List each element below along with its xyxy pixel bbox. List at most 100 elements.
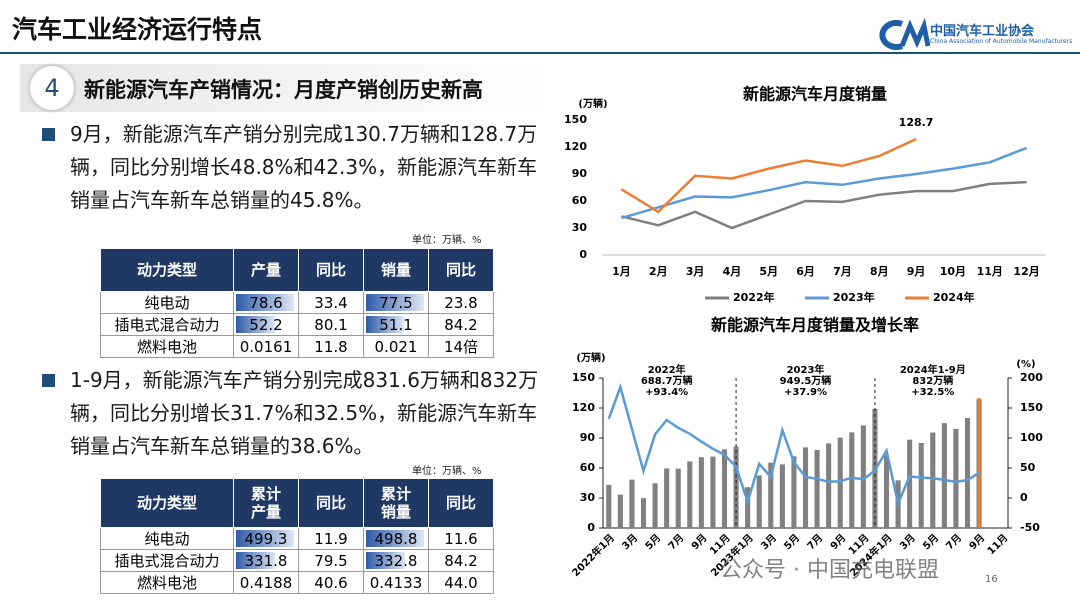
cell-text: 40.6 <box>314 573 348 592</box>
x-tick-label: 2022年1月 <box>569 531 617 579</box>
table-row: 纯电动 78.6 33.4 77.5 23.8 <box>100 291 494 314</box>
series-line <box>620 138 917 214</box>
data-bar <box>236 530 294 547</box>
header-cell: 动力类型 <box>100 248 234 292</box>
cell-text: 79.5 <box>314 551 348 570</box>
y-tick-label: 0 <box>579 248 587 261</box>
x-tick-label: 4月 <box>723 265 742 278</box>
cell-text: 23.8 <box>444 293 478 312</box>
header-row: 动力类型 产量 同比 销量 同比 <box>100 248 494 292</box>
chart-title: 新能源汽车月度销量及增长率 <box>711 316 919 335</box>
x-tick-label: 5月 <box>643 532 663 552</box>
cell-text: 燃料电池 <box>136 338 197 356</box>
bar <box>791 456 797 528</box>
x-tick-label: 9月 <box>689 532 709 552</box>
cell-text: 84.2 <box>444 551 478 570</box>
y2-tick-label: 150 <box>1020 401 1043 414</box>
x-tick-label: 5月 <box>759 265 778 278</box>
table-row: 燃料电池 0.0161 11.8 0.021 14倍 <box>100 335 494 358</box>
cell-text: 80.1 <box>314 315 348 334</box>
table-cell: 499.3 <box>233 527 299 550</box>
y-axis-label: (万辆) <box>578 97 607 110</box>
cell-text: 11.6 <box>444 529 478 548</box>
table-cell: 44.0 <box>428 571 494 594</box>
bar <box>953 428 959 528</box>
x-tick-label: 7月 <box>833 265 852 278</box>
paragraph: 1-9月，新能源汽车产销分别完成831.6万辆和832万辆，同比分别增长31.7… <box>42 364 542 463</box>
paragraph: 9月，新能源汽车产销分别完成130.7万辆和128.7万辆，同比分别增长48.8… <box>42 118 542 217</box>
x-tick-label: 9月 <box>828 532 848 552</box>
table-wrap: 动力类型 累计 产量 同比 累计 销量 同比 纯电动 499.3 11.9 498.8 11.6 插… <box>100 478 494 594</box>
bar <box>698 457 704 528</box>
x-tick-label: 5月 <box>782 532 802 552</box>
cell-text: 51.1 <box>379 315 413 334</box>
y2-tick-label: 200 <box>1020 371 1043 384</box>
x-tick-label: 6月 <box>796 265 815 278</box>
y-tick-label: 120 <box>572 401 595 414</box>
cell-text: 52.2 <box>249 315 283 334</box>
y-tick-label: 30 <box>580 491 596 504</box>
y-tick-label: 90 <box>580 431 596 444</box>
bar <box>640 498 647 528</box>
bar <box>606 484 612 528</box>
cell-text: 0.021 <box>374 337 418 356</box>
header-cell: 同比 <box>428 248 494 292</box>
annotation: 2023年 <box>787 363 825 376</box>
bar <box>779 464 785 528</box>
series-line <box>621 146 1028 220</box>
bar <box>814 450 820 528</box>
cell-text: 纯电动 <box>144 530 190 548</box>
cell-text: 332.8 <box>374 551 418 570</box>
section-band <box>20 64 550 112</box>
cell-text: 44.0 <box>444 573 478 592</box>
header-cell: 动力类型 <box>100 478 234 528</box>
y-tick-label: 150 <box>572 371 595 384</box>
bar <box>941 423 947 528</box>
table-cell: 燃料电池 <box>100 335 234 358</box>
x-tick-label: 9月 <box>967 532 987 552</box>
table-cell: 0.4133 <box>363 571 429 594</box>
annotation: 2024年1-9月 <box>900 363 966 376</box>
cell-text: 77.5 <box>379 293 413 312</box>
x-tick-label: 9月 <box>907 265 926 278</box>
table-wrap: 动力类型 产量 同比 销量 同比 纯电动 78.6 33.4 77.5 23.8 插电式混合动力 52… <box>100 248 494 358</box>
data-label: 128.7 <box>899 116 934 129</box>
x-tick-label: 3月 <box>620 532 640 552</box>
logo-cn: 中国汽车工业协会 <box>930 24 1035 39</box>
y-tick-label: 60 <box>572 194 588 207</box>
bar <box>710 456 716 528</box>
x-tick-label: 5月 <box>921 532 941 552</box>
table-cell: 11.6 <box>428 527 494 550</box>
data-table: 动力类型 产量 同比 销量 同比 纯电动 78.6 33.4 77.5 23.8 插电式混合动力 52… <box>100 248 494 358</box>
header-cell: 产量 <box>233 248 299 292</box>
bar <box>837 437 843 528</box>
cell-text: 498.8 <box>374 529 418 548</box>
x-tick-label: 10月 <box>940 265 966 278</box>
y2-tick-label: 50 <box>1020 461 1036 474</box>
header-cell: 累计 产量 <box>233 478 299 528</box>
cell-text: 11.9 <box>314 529 348 548</box>
x-tick-label: 12月 <box>1013 265 1039 278</box>
annotation: +93.4% <box>645 387 688 398</box>
y-tick-label: 150 <box>564 113 587 126</box>
table-cell: 0.021 <box>363 335 429 358</box>
x-tick-label: 11月 <box>985 532 1010 557</box>
cell-text: 燃料电池 <box>136 574 197 592</box>
page-number: 16 <box>985 574 998 585</box>
table-cell: 14倍 <box>428 335 494 358</box>
bar <box>629 479 635 528</box>
data-bar <box>366 530 424 547</box>
data-bar <box>236 294 294 311</box>
y-axis-label: (万辆) <box>576 351 605 364</box>
y2-tick-label: 0 <box>1020 491 1028 504</box>
bar <box>964 418 971 528</box>
annotation: 949.5万辆 <box>780 374 832 387</box>
header-rule <box>0 52 1080 54</box>
y-tick-label: 60 <box>580 461 596 474</box>
cell-text: 84.2 <box>444 315 478 334</box>
table-cell: 40.6 <box>298 571 364 594</box>
y-tick-label: 120 <box>564 140 587 153</box>
data-bar <box>366 552 405 569</box>
bar <box>721 449 728 528</box>
